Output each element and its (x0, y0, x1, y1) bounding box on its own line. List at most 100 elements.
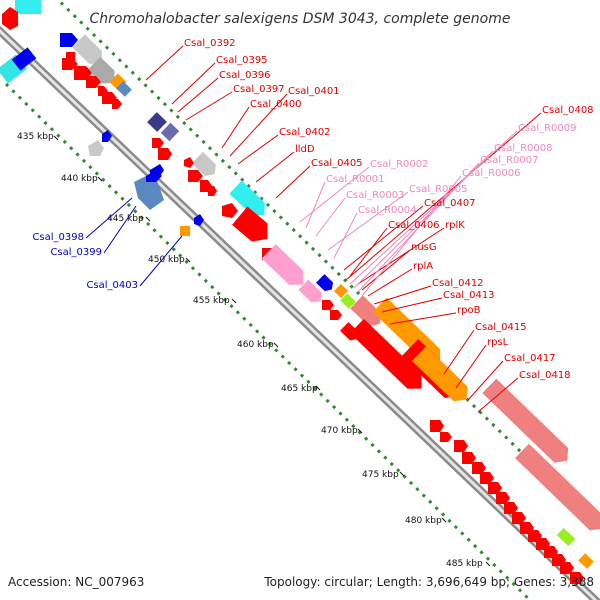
gene-feature (152, 138, 164, 148)
scale-tick-mark (357, 428, 363, 434)
gene-feature (147, 112, 167, 132)
label-leader-lines (85, 45, 542, 413)
label-leader-line (381, 297, 443, 313)
label-leader-line (343, 205, 424, 271)
gene-feature (316, 274, 334, 292)
gene-feature (578, 553, 594, 569)
label-leader-line (177, 77, 219, 113)
scale-tick-label: 460 kbp (237, 340, 274, 350)
gene-feature (560, 562, 574, 574)
scale-tick-label: 440 kbp (61, 174, 98, 184)
label-leader-line (103, 205, 137, 254)
gene-feature (194, 214, 204, 226)
gene-feature (570, 572, 584, 584)
gene-feature (462, 452, 476, 464)
gene-feature (556, 527, 576, 547)
label-leader-line (373, 285, 432, 305)
scale-tick-label: 475 kbp (362, 470, 399, 480)
gene-feature (430, 420, 444, 432)
gene-feature (191, 151, 216, 176)
gene-feature (472, 462, 486, 474)
gene-feature (102, 130, 112, 142)
gene-label: Csal_0406 (388, 220, 440, 231)
gene-feature (330, 310, 342, 320)
gene-label: nusG (411, 242, 437, 253)
gene-feature (496, 492, 510, 504)
gene-label: Csal_R0007 (480, 155, 539, 166)
label-leader-line (221, 106, 250, 149)
gene-label: Csal_R0005 (409, 184, 468, 195)
gene-feature (298, 279, 322, 303)
label-leader-line (299, 166, 370, 223)
label-leader-line (467, 360, 504, 401)
gene-label: rplK (445, 220, 465, 231)
gene-feature (349, 318, 422, 389)
gene-feature (512, 512, 526, 524)
scale-tick-label: 455 kbp (193, 296, 230, 306)
label-leader-line (305, 181, 326, 229)
label-leader-line (139, 235, 183, 287)
gene-label: rplA (413, 261, 433, 272)
scale-tick-mark (231, 298, 237, 304)
gene-label: Csal_R0003 (346, 190, 405, 201)
gene-feature (88, 140, 104, 156)
gene-feature (222, 203, 238, 218)
gene-label: Csal_0418 (519, 370, 571, 381)
gene-label: Csal_0417 (504, 353, 556, 364)
gene-feature (15, 0, 41, 14)
scale-tick-label: 480 kbp (405, 516, 442, 526)
gene-feature (232, 206, 268, 242)
scale-tick-mark (185, 257, 191, 263)
scale-tick-label: 485 kbp (446, 559, 483, 569)
gc-content-track (4, 0, 600, 600)
gene-label: Csal_0400 (250, 99, 302, 110)
scale-tick-mark (97, 176, 103, 182)
map-title: Chromohalobacter salexigens DSM 3043, co… (90, 11, 511, 27)
gene-label: Csal_R0004 (358, 205, 417, 216)
gene-feature (488, 482, 502, 494)
gene-label: Csal_0403 (86, 280, 138, 291)
gene-feature (112, 99, 122, 109)
scale-tick-mark (441, 517, 447, 523)
gene-feature (412, 346, 468, 402)
gene-feature (340, 293, 356, 309)
gene-label: Csal_R0009 (518, 123, 577, 134)
gene-feature (188, 170, 203, 182)
label-leader-line (237, 134, 279, 165)
label-leader-line (315, 197, 346, 237)
gene-label: Csal_0401 (288, 86, 340, 97)
gene-label: Csal_0405 (311, 158, 363, 169)
gene-label: Csal_0397 (233, 84, 285, 95)
label-leader-line (357, 227, 445, 285)
label-leader-line (185, 91, 233, 121)
gene-feature (116, 81, 132, 97)
gene-feature (322, 300, 334, 310)
gene-feature (86, 76, 101, 88)
gene-label: rpoB (457, 305, 481, 316)
gene-label: Csal_0392 (184, 38, 236, 49)
label-leader-line (171, 62, 216, 105)
genome-backbone (0, 25, 600, 600)
gene-feature (2, 7, 18, 30)
gene-feature (480, 472, 494, 484)
gene-label: Csal_0396 (219, 70, 271, 81)
gene-feature (482, 378, 569, 463)
gene-label: rpsL (487, 337, 509, 348)
gene-feature (11, 47, 37, 71)
gene-feature (350, 295, 382, 327)
gene-feature (504, 502, 518, 514)
gene-feature (72, 34, 103, 65)
label-leader-line (327, 191, 409, 251)
gene-feature (160, 122, 180, 142)
scale-tick-label: 445 kbp (107, 214, 144, 224)
gene-label: Csal_0408 (542, 105, 594, 116)
label-leader-line (353, 150, 494, 289)
gene-label: Csal_0415 (475, 322, 527, 333)
scale-tick-label: 470 kbp (321, 426, 358, 436)
gene-label: Csal_0407 (424, 198, 476, 209)
gene-label: Csal_R0001 (326, 174, 385, 185)
scale-tick-mark (399, 471, 405, 477)
gene-feature (66, 52, 75, 62)
topology-text: Topology: circular; Length: 3,696,649 bp… (263, 575, 594, 589)
